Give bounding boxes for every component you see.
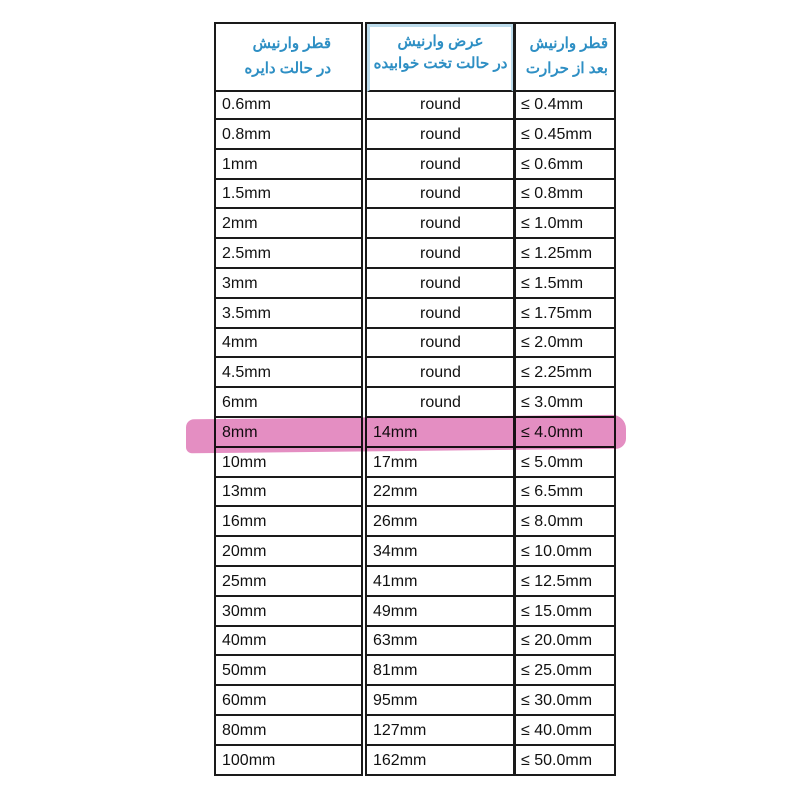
table-cell: ≤ 1.25mm <box>515 239 614 269</box>
shrink-tube-size-table: قطر وارنیش در حالت دایره 0.6mm 0.8mm 1mm 1.… <box>214 22 616 776</box>
column-flat-width: عرض وارنیش در حالت تخت خوابیده round roun… <box>365 22 516 776</box>
table-cell: 25mm <box>216 567 361 597</box>
header-flat-width: عرض وارنیش در حالت تخت خوابیده <box>367 24 514 92</box>
table-cell: 127mm <box>367 716 514 746</box>
table-cell: ≤ 2.0mm <box>515 328 614 359</box>
table-cell: ≤ 20.0mm <box>515 626 614 657</box>
table-cell: 20mm <box>216 537 361 567</box>
table-cell: 1.5mm <box>216 179 361 210</box>
header-line: بعد از حرارت <box>525 60 608 77</box>
table-cell: round <box>367 269 514 299</box>
table-cell: round <box>367 90 514 120</box>
table-cell: 17mm <box>367 448 514 478</box>
table-cell: 100mm <box>216 746 361 776</box>
table-cell: 10mm <box>216 448 361 478</box>
table-cell: 40mm <box>216 626 361 657</box>
table-cell: round <box>367 299 514 329</box>
table-cell: 41mm <box>367 567 514 597</box>
table-cell: ≤ 5.0mm <box>515 448 614 478</box>
header-diameter: قطر وارنیش در حالت دایره <box>216 24 361 92</box>
table-cell: ≤ 50.0mm <box>515 746 614 776</box>
table-cell: 162mm <box>367 746 514 776</box>
table-cell: ≤ 2.25mm <box>515 358 614 389</box>
column-shrunk-diameter: قطر وارنیش بعد از حرارت ≤ 0.4mm ≤ 0.45mm ≤… <box>513 22 616 776</box>
table-cell: 2.5mm <box>216 239 361 269</box>
header-line: قطر وارنیش <box>252 35 331 52</box>
table-cell: 26mm <box>367 507 514 538</box>
header-line: عرض وارنیش <box>397 33 484 50</box>
header-line: در حالت دایره <box>244 60 331 77</box>
table-cell: 3mm <box>216 269 361 299</box>
table-cell: ≤ 3.0mm <box>515 388 614 418</box>
table-cell: ≤ 0.45mm <box>515 120 614 150</box>
table-cell: 63mm <box>367 626 514 657</box>
table-cell: ≤ 0.4mm <box>515 90 614 120</box>
table-cell: 6mm <box>216 388 361 418</box>
table-cell: 34mm <box>367 537 514 567</box>
table-cell: 81mm <box>367 656 514 687</box>
table-cell: ≤ 0.8mm <box>515 179 614 210</box>
table-cell: 0.6mm <box>216 90 361 120</box>
table-cell: 49mm <box>367 597 514 627</box>
table-cell: ≤ 40.0mm <box>515 716 614 746</box>
table-cell: 30mm <box>216 597 361 627</box>
table-cell: round <box>367 328 514 359</box>
table-cell: 80mm <box>216 716 361 746</box>
table-cell: ≤ 1.75mm <box>515 299 614 329</box>
table-cell: ≤ 12.5mm <box>515 567 614 597</box>
table-cell: round <box>367 179 514 210</box>
table-cell: ≤ 25.0mm <box>515 656 614 687</box>
table-cell: 13mm <box>216 477 361 508</box>
table-cell: round <box>367 120 514 150</box>
table-cell: 0.8mm <box>216 120 361 150</box>
table-cell: 95mm <box>367 686 514 716</box>
column-diameter: قطر وارنیش در حالت دایره 0.6mm 0.8mm 1mm 1.… <box>214 22 363 776</box>
table-cell: ≤ 1.5mm <box>515 269 614 299</box>
table-cell: 4.5mm <box>216 358 361 389</box>
table-cell: ≤ 10.0mm <box>515 537 614 567</box>
table-cell: 1mm <box>216 150 361 180</box>
header-line: در حالت تخت خوابیده <box>373 55 508 72</box>
table-cell: round <box>367 388 514 418</box>
table-cell: 3.5mm <box>216 299 361 329</box>
table-cell: ≤ 0.6mm <box>515 150 614 180</box>
table-cell: round <box>367 209 514 240</box>
table-cell: 60mm <box>216 686 361 716</box>
table-cell: round <box>367 150 514 180</box>
header-line: قطر وارنیش <box>529 35 608 52</box>
table-cell: ≤ 1.0mm <box>515 209 614 240</box>
table-cell: 2mm <box>216 209 361 240</box>
table-cell: round <box>367 239 514 269</box>
header-shrunk-diameter: قطر وارنیش بعد از حرارت <box>515 24 614 92</box>
table-cell: 4mm <box>216 328 361 359</box>
table-cell: ≤ 8.0mm <box>515 507 614 538</box>
table-cell: 50mm <box>216 656 361 687</box>
table-cell: round <box>367 358 514 389</box>
table-cell: ≤ 30.0mm <box>515 686 614 716</box>
table-cell: ≤ 15.0mm <box>515 597 614 627</box>
table-cell: ≤ 6.5mm <box>515 477 614 508</box>
row-highlight-marker <box>186 414 626 454</box>
table-cell: 22mm <box>367 477 514 508</box>
table-cell: 16mm <box>216 507 361 538</box>
